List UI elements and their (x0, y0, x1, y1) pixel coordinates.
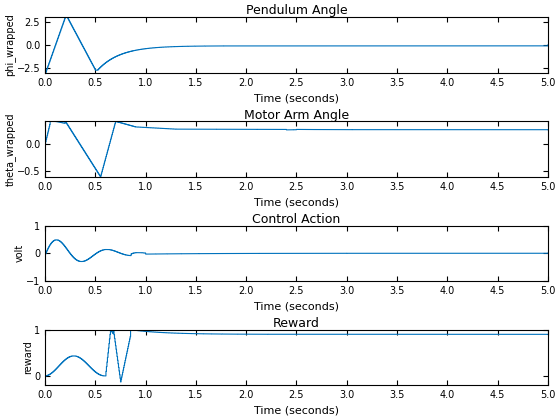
Title: Control Action: Control Action (253, 213, 340, 226)
X-axis label: Time (seconds): Time (seconds) (254, 302, 339, 311)
Title: Motor Arm Angle: Motor Arm Angle (244, 109, 349, 122)
Y-axis label: phi_wrapped: phi_wrapped (4, 13, 15, 76)
Y-axis label: reward: reward (23, 341, 32, 374)
Y-axis label: volt: volt (15, 244, 25, 262)
X-axis label: Time (seconds): Time (seconds) (254, 197, 339, 207)
Title: Reward: Reward (273, 317, 320, 330)
X-axis label: Time (seconds): Time (seconds) (254, 406, 339, 415)
Title: Pendulum Angle: Pendulum Angle (246, 5, 347, 18)
X-axis label: Time (seconds): Time (seconds) (254, 93, 339, 103)
Y-axis label: theta_wrapped: theta_wrapped (4, 112, 15, 186)
